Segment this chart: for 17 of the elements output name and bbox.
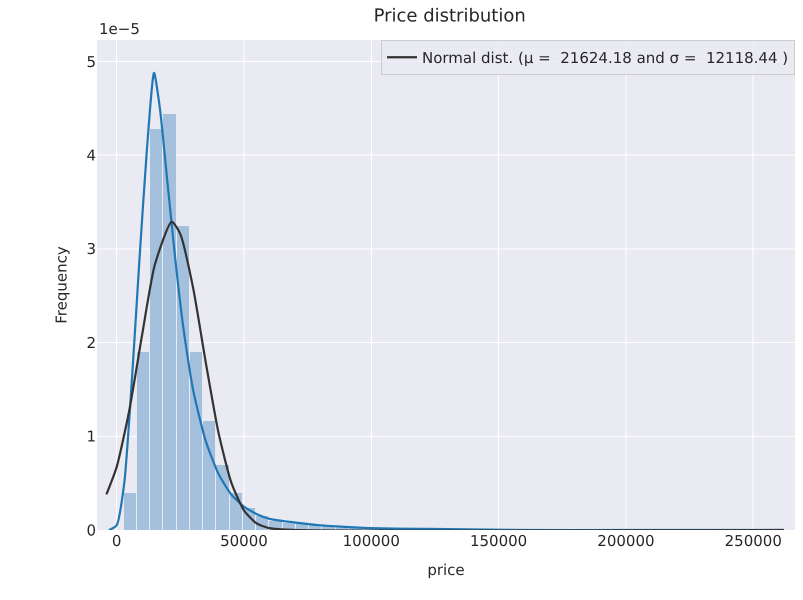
x-axis-title: price	[427, 561, 465, 579]
x-tick-label: 0	[112, 532, 122, 550]
y-tick-label: 2	[86, 334, 96, 352]
x-tick-label: 100000	[342, 532, 400, 550]
x-tick-label: 250000	[724, 532, 782, 550]
x-tick-label: 50000	[220, 532, 268, 550]
y-tick-label: 5	[86, 52, 96, 71]
text: 1e−5	[99, 20, 140, 38]
x-tick-label: 150000	[470, 532, 528, 550]
x-tick-label: 200000	[597, 532, 655, 550]
y-tick-label: 4	[86, 146, 96, 164]
line-series	[105, 220, 785, 530]
y-tick-label: 3	[86, 240, 96, 258]
y-tick-label: 1	[86, 428, 96, 446]
chart-title: Price distribution	[374, 6, 526, 27]
y-axis-title: Frequency	[52, 246, 71, 324]
legend-label: Normal dist. (μ = 21624.18 and σ = 12118.44 )	[422, 49, 788, 68]
